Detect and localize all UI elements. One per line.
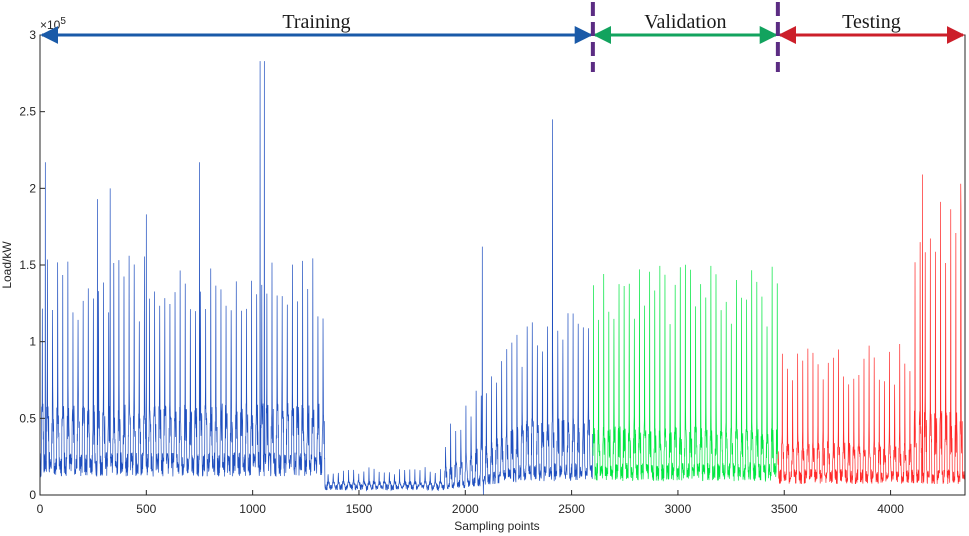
x-tick-label: 4000 [877, 502, 904, 516]
x-tick-label: 3500 [771, 502, 798, 516]
segment-label-validation: Validation [644, 11, 726, 33]
segment-label-testing: Testing [842, 11, 901, 33]
x-tick-label: 1500 [346, 502, 373, 516]
series-line-testing [777, 174, 966, 484]
y-tick-label: 2.5 [19, 105, 36, 119]
y-tick-label: 0.5 [19, 411, 36, 425]
series-line-training [39, 61, 594, 496]
y-tick-label: 1.5 [19, 258, 36, 272]
x-tick-label: 0 [37, 502, 44, 516]
segment-annotations: Training Validation Testing [40, 2, 965, 72]
y-multiplier: ×105 [40, 16, 66, 32]
series-line-validation [592, 264, 779, 483]
y-tick-label: 1 [29, 335, 36, 349]
y-tick-label: 2 [29, 181, 36, 195]
y-multiplier-base: ×10 [40, 18, 61, 32]
segment-label-training: Training [282, 11, 350, 33]
x-tick-label: 2500 [558, 502, 585, 516]
y-axis-ticks: 0 0.5 1 1.5 2 2.5 3 [19, 28, 45, 502]
plot-area [40, 35, 965, 495]
x-axis-ticks: 0 500 1000 1500 2000 2500 3000 3500 4000 [37, 490, 904, 516]
x-tick-label: 3000 [665, 502, 692, 516]
y-axis-label: Load/kW [0, 241, 14, 289]
y-tick-label: 3 [29, 28, 36, 42]
y-multiplier-exponent: 5 [60, 16, 66, 27]
series-layer [39, 61, 966, 496]
x-axis-label: Sampling points [454, 519, 539, 533]
x-tick-label: 500 [136, 502, 156, 516]
x-tick-label: 2000 [452, 502, 479, 516]
y-tick-label: 0 [29, 488, 36, 502]
x-tick-label: 1000 [239, 502, 266, 516]
